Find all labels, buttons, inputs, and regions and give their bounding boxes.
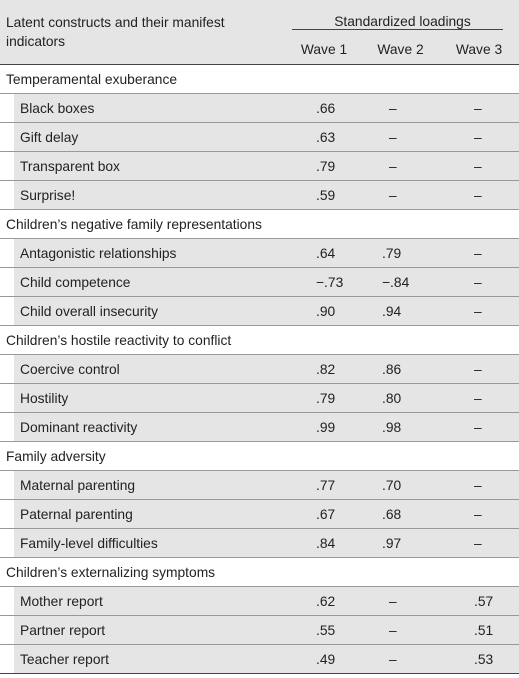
indicator-label: Partner report (0, 615, 286, 645)
indicator-label: Coercive control (0, 354, 286, 384)
indicator-label: Mother report (0, 586, 286, 616)
loading-value-wave-1: .55 (286, 615, 362, 645)
indicator-label: Family-level difficulties (0, 528, 286, 558)
loading-value-wave-1: .79 (286, 151, 362, 181)
indicator-label: Dominant reactivity (0, 412, 286, 442)
indicator-label: Child competence (0, 267, 286, 297)
section-row: Children’s hostile reactivity to conflic… (0, 325, 519, 355)
indicator-label: Teacher report (0, 644, 286, 674)
loading-value-wave-3: .53 (439, 644, 519, 674)
loading-value-wave-1: .90 (286, 296, 362, 326)
indicator-label: Antagonistic relationships (0, 238, 286, 268)
loading-value-wave-1: .63 (286, 122, 362, 152)
table-row: Dominant reactivity .99.98– (0, 412, 519, 442)
table-body: Temperamental exuberance Black boxes .66– –… (0, 64, 519, 674)
table-header: Latent constructs and their manifest ind… (0, 0, 519, 65)
wave-1-header: Wave 1 (286, 35, 362, 65)
loading-value-wave-3: – (439, 354, 519, 384)
loading-value-wave-1: .66 (286, 93, 362, 123)
loading-value-wave-1: .67 (286, 499, 362, 529)
section-title: Family adversity (0, 441, 519, 471)
loading-value-wave-1: .77 (286, 470, 362, 500)
table-row: Gift delay .63– – (0, 122, 519, 152)
loading-value-wave-2: – (362, 180, 439, 210)
loading-value-wave-3: – (439, 383, 519, 413)
section-row: Temperamental exuberance (0, 64, 519, 94)
section-row: Children’s negative family representatio… (0, 209, 519, 239)
loading-value-wave-2: −.84 (362, 267, 439, 297)
loading-value-wave-2: – (362, 122, 439, 152)
indicator-label: Hostility (0, 383, 286, 413)
loading-value-wave-3: – (439, 93, 519, 123)
section-row: Children’s externalizing symptoms (0, 557, 519, 587)
loading-value-wave-2: – (362, 586, 439, 616)
loading-value-wave-3: – (439, 412, 519, 442)
loading-value-wave-1: .82 (286, 354, 362, 384)
loading-value-wave-1: .64 (286, 238, 362, 268)
loading-value-wave-3: – (439, 267, 519, 297)
loading-value-wave-3: – (439, 499, 519, 529)
section-title: Children’s externalizing symptoms (0, 557, 519, 587)
table-row: Black boxes .66– – (0, 93, 519, 123)
loading-value-wave-3: – (439, 180, 519, 210)
loading-value-wave-2: .98 (362, 412, 439, 442)
table-row: Antagonistic relationships .64.79– (0, 238, 519, 268)
table-row: Teacher report .49– .53 (0, 644, 519, 674)
wave-3-header: Wave 3 (439, 35, 519, 65)
table-row: Hostility .79.80– (0, 383, 519, 413)
loading-value-wave-2: – (362, 615, 439, 645)
loading-value-wave-2: .79 (362, 238, 439, 268)
loading-value-wave-2: .86 (362, 354, 439, 384)
indicator-label: Black boxes (0, 93, 286, 123)
table-row: Surprise! .59– – (0, 180, 519, 210)
loading-value-wave-1: .62 (286, 586, 362, 616)
indicator-label: Child overall insecurity (0, 296, 286, 326)
group-header-rule (292, 29, 503, 30)
loading-value-wave-3: – (439, 238, 519, 268)
loading-value-wave-1: .49 (286, 644, 362, 674)
section-title: Temperamental exuberance (0, 64, 519, 94)
table-row: Child competence −.73 −.84– (0, 267, 519, 297)
loading-value-wave-1: .79 (286, 383, 362, 413)
loading-value-wave-2: .94 (362, 296, 439, 326)
loading-value-wave-1: .84 (286, 528, 362, 558)
table-row: Transparent box .79– – (0, 151, 519, 181)
loading-value-wave-1: .99 (286, 412, 362, 442)
label-column-header: Latent constructs and their manifest ind… (0, 0, 286, 65)
table-row: Coercive control .82.86– (0, 354, 519, 384)
loading-value-wave-2: – (362, 644, 439, 674)
table-row: Mother report .62– .57 (0, 586, 519, 616)
indicator-label: Transparent box (0, 151, 286, 181)
wave-2-header: Wave 2 (362, 35, 439, 65)
loading-value-wave-1: .59 (286, 180, 362, 210)
table-row: Maternal parenting .77.70– (0, 470, 519, 500)
indicator-label: Maternal parenting (0, 470, 286, 500)
loading-value-wave-3: .57 (439, 586, 519, 616)
loading-value-wave-2: – (362, 151, 439, 181)
loading-value-wave-3: – (439, 296, 519, 326)
section-title: Children’s hostile reactivity to conflic… (0, 325, 519, 355)
loading-value-wave-2: .70 (362, 470, 439, 500)
section-row: Family adversity (0, 441, 519, 471)
table-row: Partner report .55– .51 (0, 615, 519, 645)
loading-value-wave-1: −.73 (286, 267, 362, 297)
indicator-label: Surprise! (0, 180, 286, 210)
table-row: Family-level difficulties .84.97– (0, 528, 519, 558)
indicator-label: Paternal parenting (0, 499, 286, 529)
loading-value-wave-3: – (439, 122, 519, 152)
loading-value-wave-3: – (439, 151, 519, 181)
loading-value-wave-3: – (439, 470, 519, 500)
loading-value-wave-2: .80 (362, 383, 439, 413)
loading-value-wave-3: – (439, 528, 519, 558)
indicator-label: Gift delay (0, 122, 286, 152)
section-title: Children’s negative family representatio… (0, 209, 519, 239)
loading-value-wave-2: – (362, 93, 439, 123)
loading-value-wave-2: .68 (362, 499, 439, 529)
loading-value-wave-2: .97 (362, 528, 439, 558)
table-row: Child overall insecurity .90.94– (0, 296, 519, 326)
table-row: Paternal parenting .67.68– (0, 499, 519, 529)
loading-value-wave-3: .51 (439, 615, 519, 645)
